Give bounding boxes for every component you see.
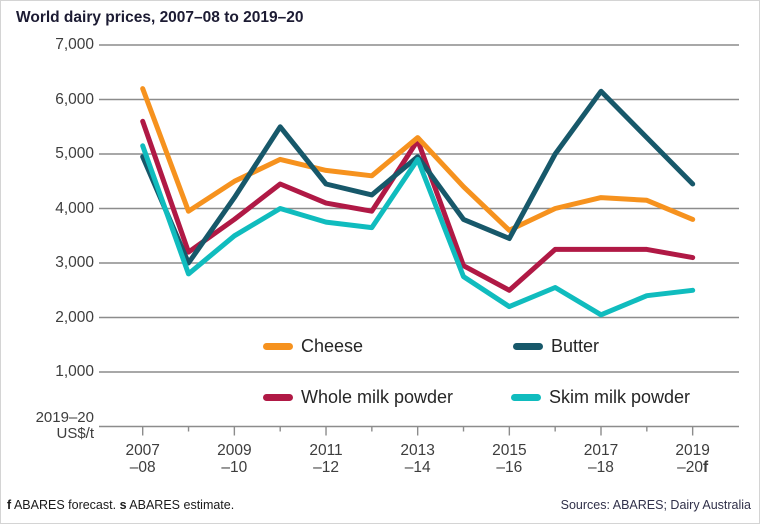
footnote: f ABARES forecast. s ABARES estimate.	[7, 498, 234, 512]
footnote-s-marker: s	[119, 498, 127, 512]
butter-legend-swatch	[513, 343, 543, 350]
legend-item-skim-milk-powder: Skim milk powder	[511, 387, 690, 408]
y-axis-label: 5,000	[55, 145, 94, 162]
cheese-legend-swatch	[263, 343, 293, 350]
whole-milk-powder-legend-label: Whole milk powder	[301, 387, 454, 407]
whole-milk-powder-line	[140, 118, 696, 293]
cheese-legend-label: Cheese	[301, 336, 364, 356]
sources-attribution: Sources: ABARES; Dairy Australia	[560, 498, 751, 512]
legend-item-butter: Butter	[513, 336, 599, 357]
x-axis-label: 2019 –20f	[675, 442, 710, 476]
butter-line	[140, 88, 696, 266]
whole-milk-powder-legend-swatch	[263, 394, 293, 401]
skim-milk-powder-legend-swatch	[511, 394, 541, 401]
x-axis-label: 2009 –10	[217, 442, 252, 476]
x-axis-label: 2017 –18	[583, 442, 619, 476]
y-axis-label: 4,000	[55, 199, 94, 217]
y-axis-unit-label: 2019–20 US$/t	[1, 410, 94, 442]
unit-label-period: 2019–20	[35, 409, 94, 426]
y-axis-label: 6,000	[55, 90, 94, 108]
unit-label-unit: US$/t	[56, 425, 94, 442]
cheese-line	[140, 86, 696, 233]
skim-milk-powder-legend-label: Skim milk powder	[549, 387, 691, 407]
y-axis-label: 3,000	[55, 254, 94, 271]
x-axis-label: 2007 –08	[125, 442, 160, 476]
x-axis-label: 2013 –14	[400, 442, 435, 476]
chart-title: World dairy prices, 2007–08 to 2019–20	[16, 9, 304, 26]
butter-legend-label: Butter	[551, 336, 600, 356]
footnote-forecast-text: ABARES forecast.	[11, 498, 120, 512]
x-axis-label: 2015 –16	[492, 442, 527, 476]
footnote-f-marker: f	[7, 498, 12, 512]
x-axis-label: 2011 –12	[309, 442, 343, 476]
skim-milk-powder-line	[140, 143, 696, 318]
legend-item-whole-milk-powder: Whole milk powder	[263, 387, 453, 408]
legend-item-cheese: Cheese	[263, 336, 363, 357]
y-axis-label: 7,000	[55, 36, 94, 53]
y-axis-label: 1,000	[55, 363, 94, 380]
footnote-estimate-text: ABARES estimate.	[126, 498, 235, 512]
y-axis-label: 2,000	[55, 308, 94, 326]
